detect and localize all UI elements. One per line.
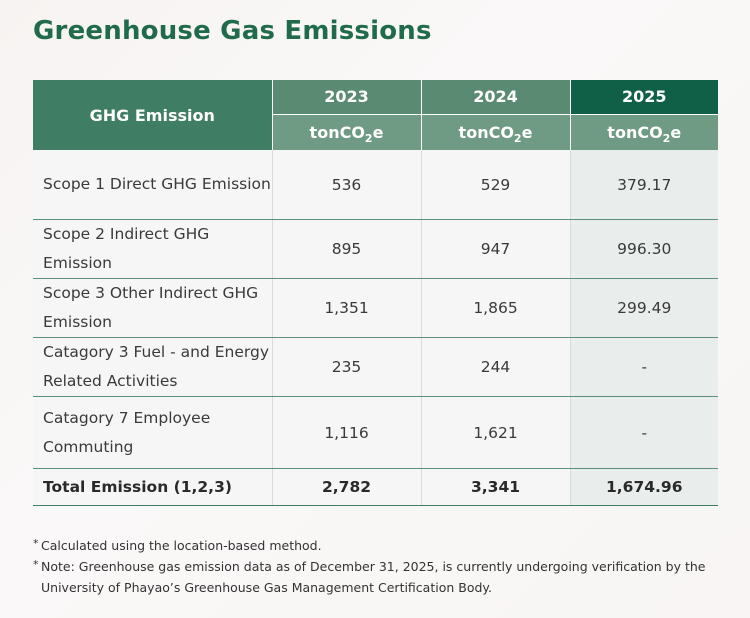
header-unit-2023: tonCO2e	[272, 114, 422, 150]
total-2024: 3,341	[421, 468, 571, 506]
table-row-category-3: Catagory 3 Fuel - and Energy Related Act…	[33, 337, 718, 397]
unit-prefix: tonCO	[458, 122, 514, 142]
unit-subscript: 2	[662, 131, 671, 145]
header-unit-2024: tonCO2e	[421, 114, 571, 150]
page-title: Greenhouse Gas Emissions	[33, 16, 432, 46]
cell-2023: 536	[272, 150, 422, 220]
table-row-total: Total Emission (1,2,3) 2,782 3,341 1,674…	[33, 468, 718, 506]
total-2025: 1,674.96	[570, 468, 718, 506]
header-ghg-emission: GHG Emission	[33, 80, 273, 150]
footnote-asterisk: *	[33, 537, 39, 550]
cell-2023: 235	[272, 337, 422, 397]
footnote-asterisk: *	[33, 558, 39, 571]
unit-suffix: e	[521, 122, 533, 142]
total-label: Total Emission (1,2,3)	[33, 468, 273, 506]
table-row-scope-2: Scope 2 Indirect GHG Emission 895 947 99…	[33, 219, 718, 279]
unit-prefix: tonCO	[309, 122, 365, 142]
row-label: Scope 2 Indirect GHG Emission	[33, 219, 273, 279]
cell-2023: 895	[272, 219, 422, 279]
cell-2024: 1,865	[421, 278, 571, 338]
unit-subscript: 2	[364, 131, 373, 145]
header-year-2025: 2025	[570, 80, 718, 115]
cell-2024: 1,621	[421, 396, 571, 469]
cell-2025: -	[570, 337, 718, 397]
header-year-2024: 2024	[421, 80, 571, 115]
unit-subscript: 2	[513, 131, 522, 145]
table-row-scope-1: Scope 1 Direct GHG Emission 536 529 379.…	[33, 150, 718, 220]
cell-2024: 529	[421, 150, 571, 220]
footnotes: * Calculated using the location-based met…	[33, 535, 723, 598]
ghg-emission-table: GHG Emission 2023 2024 2025 tonCO2e tonC…	[33, 80, 718, 506]
unit-suffix: e	[372, 122, 384, 142]
unit-prefix: tonCO	[607, 122, 663, 142]
row-label: Catagory 3 Fuel - and Energy Related Act…	[33, 337, 273, 397]
table-row-scope-3: Scope 3 Other Indirect GHG Emission 1,35…	[33, 278, 718, 338]
cell-2025: 379.17	[570, 150, 718, 220]
footnote-2: * Note: Greenhouse gas emission data as o…	[33, 556, 723, 598]
cell-2025: -	[570, 396, 718, 469]
total-2023: 2,782	[272, 468, 422, 506]
cell-2025: 299.49	[570, 278, 718, 338]
row-label: Scope 3 Other Indirect GHG Emission	[33, 278, 273, 338]
row-label: Scope 1 Direct GHG Emission	[33, 150, 273, 220]
cell-2025: 996.30	[570, 219, 718, 279]
header-unit-2025: tonCO2e	[570, 114, 718, 150]
footnote-text: Note: Greenhouse gas emission data as of…	[41, 559, 706, 595]
cell-2024: 244	[421, 337, 571, 397]
cell-2024: 947	[421, 219, 571, 279]
header-year-2023: 2023	[272, 80, 422, 115]
footnote-text: Calculated using the location-based meth…	[41, 538, 322, 553]
footnote-1: * Calculated using the location-based met…	[33, 535, 723, 556]
cell-2023: 1,351	[272, 278, 422, 338]
cell-2023: 1,116	[272, 396, 422, 469]
table-row-category-7: Catagory 7 Employee Commuting 1,116 1,62…	[33, 396, 718, 469]
row-label: Catagory 7 Employee Commuting	[33, 396, 273, 469]
unit-suffix: e	[670, 122, 682, 142]
